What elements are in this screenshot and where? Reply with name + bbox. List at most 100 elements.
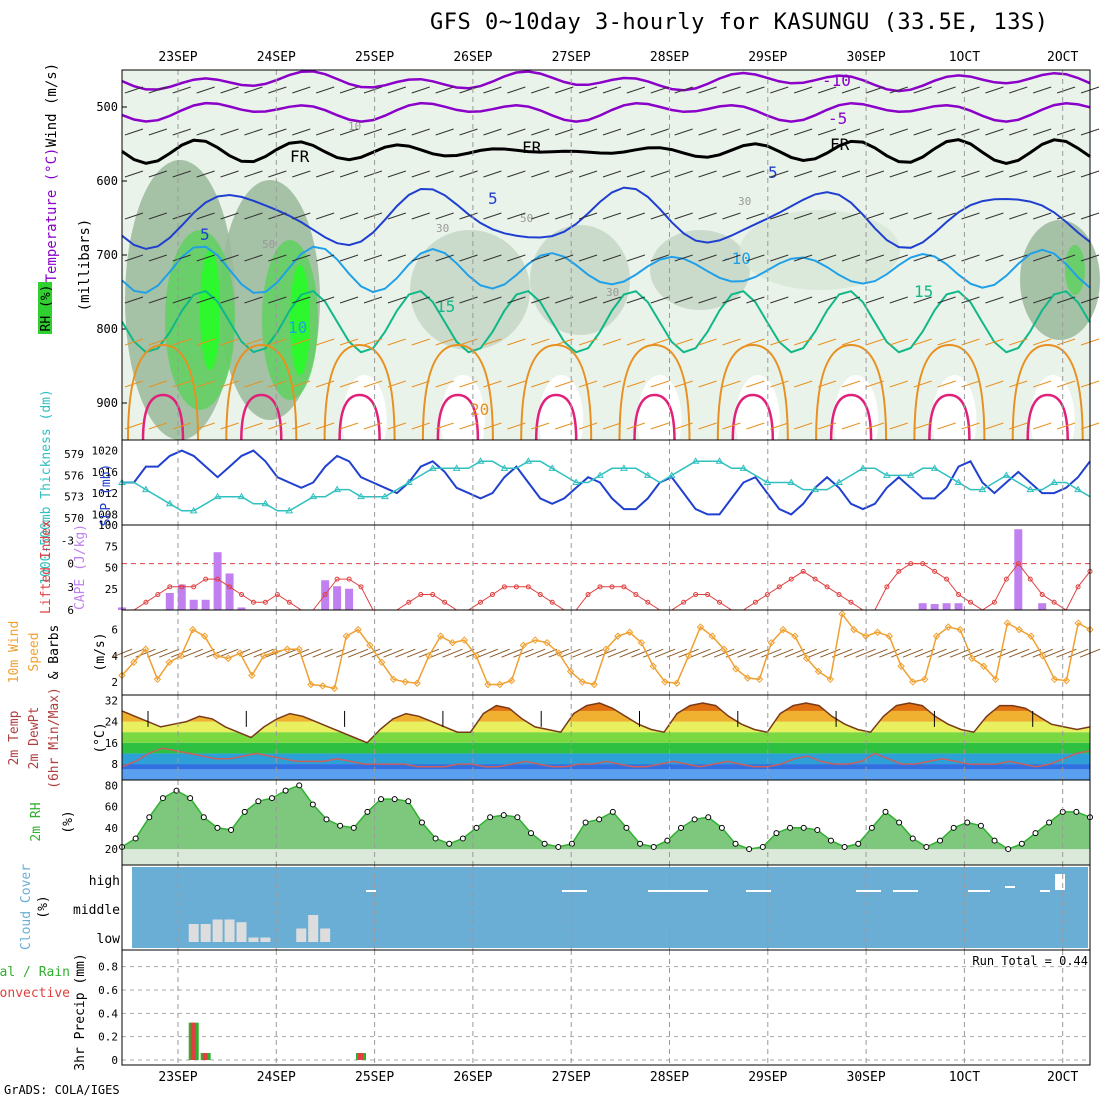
wind-barb	[435, 338, 454, 346]
wind-barb	[865, 380, 885, 388]
wind-barb	[794, 380, 813, 388]
wind-barb	[985, 422, 1004, 430]
thickness-marker	[715, 457, 724, 464]
wind-barb	[674, 86, 693, 94]
wind-barb	[817, 296, 837, 304]
wind-barb	[770, 212, 789, 220]
rh-marker	[923, 843, 930, 850]
wind-barb	[316, 212, 335, 220]
date-label-top: 28SEP	[650, 50, 689, 65]
wind-barb	[913, 128, 932, 136]
wind-barb	[722, 86, 741, 94]
temp-tick: 24	[105, 716, 119, 729]
rh-marker	[868, 824, 875, 831]
wind-barb	[483, 212, 502, 220]
wind-barb	[698, 380, 717, 388]
wind-barb	[292, 86, 311, 94]
wind-barb	[841, 296, 861, 304]
rh-marker	[473, 824, 480, 831]
slp-tick: 1016	[92, 466, 119, 479]
wind-barb	[531, 422, 550, 430]
wind-marker	[1039, 652, 1047, 660]
wind-marker	[578, 678, 587, 686]
wind-marker	[248, 671, 256, 680]
wind-barb-10m	[796, 648, 817, 658]
wind-barb	[387, 86, 407, 94]
li-marker	[621, 584, 627, 590]
precip-tick: 0.8	[98, 961, 118, 974]
wind-barb	[889, 422, 908, 430]
wind-barb	[220, 380, 239, 388]
wind-barb-10m	[312, 648, 333, 658]
temp-contour-minus5	[121, 101, 1091, 123]
wind-barb	[292, 254, 311, 262]
rh-region	[165, 230, 235, 410]
wind-barb-10m	[654, 648, 676, 658]
wind-barb-10m	[513, 648, 534, 658]
lifted-index-line	[122, 562, 1091, 611]
wind-barb	[1033, 86, 1052, 94]
wind-barb	[817, 422, 837, 430]
wind-barb	[1033, 380, 1052, 388]
thickness-marker	[835, 478, 843, 485]
wind-barb-10m	[926, 648, 947, 658]
wind-barb-10m	[855, 648, 876, 658]
rh-fill	[122, 785, 1090, 850]
wind-barb-10m	[831, 648, 853, 658]
wind-barb-10m	[277, 648, 298, 658]
wind-barb-10m	[607, 648, 628, 658]
wind-barb-10m	[336, 648, 357, 658]
wind-barb	[889, 254, 908, 262]
li-marker	[418, 592, 424, 598]
wind-barb	[316, 296, 335, 304]
clear-region	[735, 375, 780, 465]
wind-barb	[172, 338, 191, 346]
cloud-high-bar	[746, 890, 771, 892]
wind-barb	[172, 380, 191, 388]
temp-band	[122, 764, 1090, 770]
wind-barb	[578, 170, 598, 178]
wind-barb	[817, 254, 837, 262]
wind-barb	[770, 170, 789, 178]
cape-tick: 100	[98, 519, 118, 532]
wind-barb	[244, 422, 263, 430]
wind-barb	[746, 254, 765, 262]
rh-marker	[391, 796, 398, 803]
wind-barb	[531, 254, 550, 262]
wind-barb	[626, 212, 646, 220]
wind-marker	[555, 649, 563, 657]
wind-barb	[626, 296, 646, 304]
wind-barb	[770, 296, 789, 304]
axis-label-wind: Wind (m/s)	[44, 63, 60, 147]
wind-barb	[889, 128, 908, 136]
wind-marker	[909, 678, 917, 686]
thickness-marker	[906, 471, 915, 478]
wind-barb	[865, 86, 885, 94]
li-marker	[215, 576, 221, 582]
wind-barb-10m	[324, 648, 345, 658]
wind-barb-10m	[666, 648, 688, 658]
pressure-tick: 600	[96, 174, 118, 188]
wind-barb	[770, 86, 789, 94]
cape-bar	[333, 586, 342, 610]
date-label-bottom: 29SEP	[748, 1070, 787, 1085]
date-label-bottom: 2OCT	[1047, 1070, 1078, 1085]
wind-barb-10m	[713, 648, 735, 658]
freezing-level	[121, 138, 1091, 165]
wind-marker	[189, 625, 197, 634]
wind-barb	[292, 422, 311, 430]
wind-marker	[590, 680, 598, 689]
contour-label: 15	[914, 282, 933, 301]
li-marker	[478, 599, 484, 605]
wind-barb	[483, 170, 502, 178]
rh-marker	[1032, 830, 1039, 837]
cloud-low-bar	[224, 919, 235, 942]
cape-bar	[918, 603, 927, 610]
wind-barb	[913, 86, 932, 94]
wind-marker	[850, 625, 858, 634]
wind-barb	[220, 422, 239, 430]
wind-barb	[363, 170, 383, 178]
wind-barb-10m	[879, 648, 900, 658]
wind-barb	[411, 422, 430, 430]
rh-marker	[132, 835, 139, 842]
